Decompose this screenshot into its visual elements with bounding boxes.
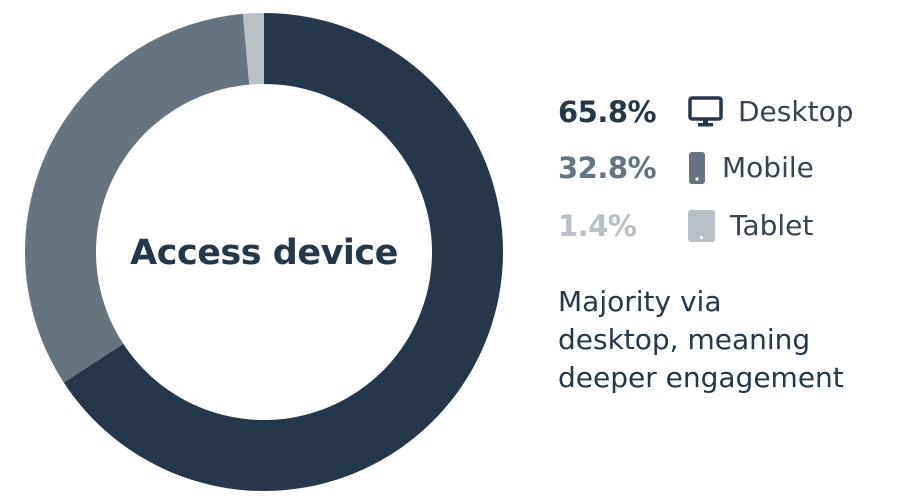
legend-item-tablet: 1.4% Tablet xyxy=(558,206,888,246)
donut-slice-desktop xyxy=(63,13,503,491)
legend-item-mobile: 32.8% Mobile xyxy=(558,148,888,188)
caption-line-1: Majority via xyxy=(558,285,722,318)
legend-label-desktop: Desktop xyxy=(738,95,854,128)
donut-slices xyxy=(25,13,503,491)
caption-line-3: deeper engagement xyxy=(558,361,844,394)
legend-label-mobile: Mobile xyxy=(722,151,814,184)
donut-slice-mobile xyxy=(25,13,250,383)
legend-label-tablet: Tablet xyxy=(730,209,814,242)
donut-chart: Access device xyxy=(25,13,503,491)
chart-title: Access device xyxy=(130,233,398,273)
legend-item-desktop: 65.8% Desktop xyxy=(558,92,888,132)
caption-line-2: desktop, meaning xyxy=(558,323,811,356)
chart-caption: Majority via desktop, meaning deeper eng… xyxy=(558,283,888,397)
mobile-phone-icon xyxy=(688,152,728,184)
legend-value-mobile: 32.8% xyxy=(558,151,657,185)
tablet-icon xyxy=(688,210,728,242)
legend-value-tablet: 1.4% xyxy=(558,209,637,243)
legend-value-desktop: 65.8% xyxy=(558,95,657,129)
donut-slice-tablet xyxy=(243,13,264,85)
desktop-monitor-icon xyxy=(688,96,728,128)
